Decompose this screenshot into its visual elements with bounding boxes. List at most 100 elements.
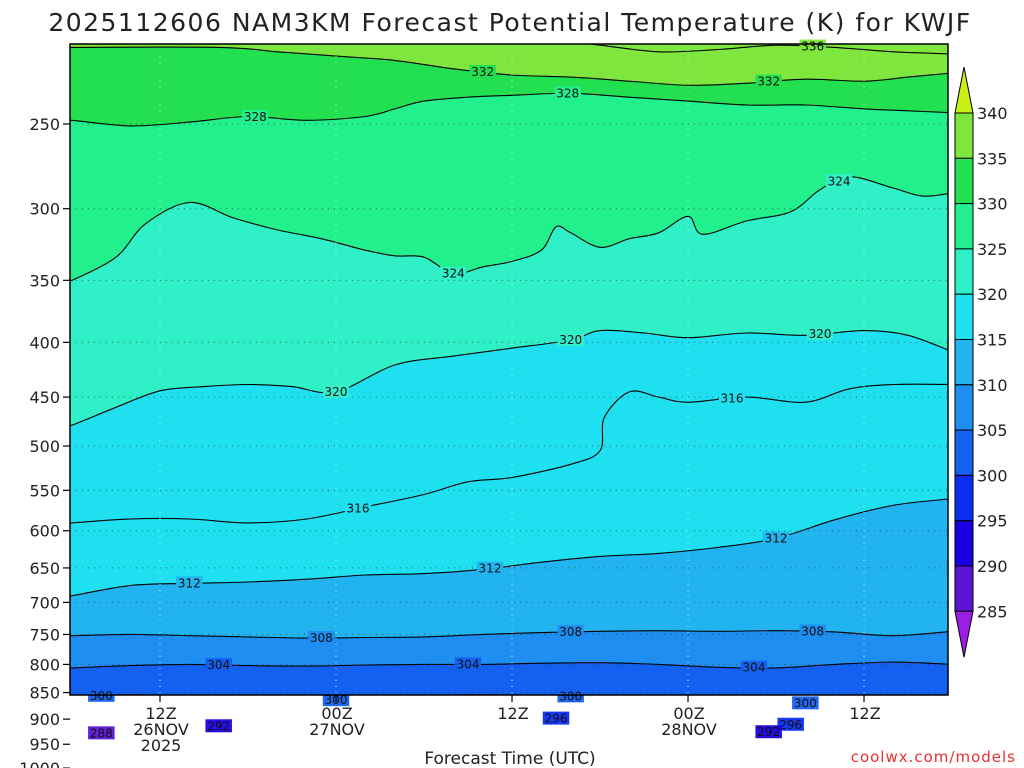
contour-label-text: 312 bbox=[479, 561, 502, 575]
y-tick-label: 850 bbox=[29, 684, 60, 703]
y-tick-label: 550 bbox=[29, 481, 60, 500]
y-tick-label: 650 bbox=[29, 559, 60, 578]
contour-label-text: 296 bbox=[779, 718, 802, 732]
contour-316 bbox=[70, 383, 948, 524]
y-tick-label: 900 bbox=[29, 710, 60, 729]
contour-labels: 336 332 332 328 328 324 324 320 320 320 316 316 312 3… bbox=[88, 39, 853, 740]
colorbar-label: 295 bbox=[977, 512, 1008, 531]
contour-label-text: 336 bbox=[801, 40, 824, 54]
y-tick-label: 750 bbox=[29, 625, 60, 644]
contour-label-text: 292 bbox=[207, 719, 230, 733]
x-tick-label: 00Z bbox=[673, 704, 704, 723]
contour-label-304: 304 bbox=[205, 657, 232, 672]
contour-label-316: 316 bbox=[718, 391, 746, 405]
contour-label-text: 320 bbox=[559, 333, 582, 347]
contour-label-text: 316 bbox=[721, 391, 744, 405]
x-tick-label: 12Z bbox=[849, 704, 880, 723]
contour-label-text: 304 bbox=[743, 661, 766, 675]
contour-label-308: 308 bbox=[799, 624, 826, 638]
contour-336 bbox=[584, 44, 948, 55]
colorbar-legend: 340 335 330 325 320 315 310 305 300 295 290 285 bbox=[954, 66, 1008, 658]
colorbar-label: 305 bbox=[977, 421, 1008, 440]
contour-label-300: 300 bbox=[557, 689, 584, 703]
colorbar-top-arrow bbox=[954, 66, 974, 114]
contour-label-328: 328 bbox=[554, 86, 581, 100]
x-tick-label: 28NOV bbox=[661, 720, 717, 739]
contour-label-text: 304 bbox=[207, 658, 230, 672]
contour-label-text: 320 bbox=[809, 327, 832, 341]
contour-label-text: 300 bbox=[794, 696, 817, 710]
x-tick-label: 00Z bbox=[321, 704, 352, 723]
y-tick-label: 400 bbox=[29, 333, 60, 352]
contour-324 bbox=[70, 176, 948, 282]
colorbar-box-330 bbox=[954, 157, 974, 205]
colorbar-label: 340 bbox=[977, 104, 1008, 123]
y-tick-label: 500 bbox=[29, 437, 60, 456]
contour-label-300: 300 bbox=[792, 696, 819, 710]
contour-label-text: 324 bbox=[442, 267, 465, 281]
x-tick-label: 27NOV bbox=[309, 720, 365, 739]
contour-label-text: 332 bbox=[471, 65, 494, 79]
contour-label-320: 320 bbox=[806, 327, 834, 341]
contour-label-text: 288 bbox=[90, 726, 113, 740]
contour-label-336: 336 bbox=[799, 39, 826, 54]
contour-label-text: 308 bbox=[801, 624, 824, 638]
contour-label-text: 312 bbox=[178, 576, 201, 590]
y-tick-label: 800 bbox=[29, 655, 60, 674]
contour-292 bbox=[65, 725, 957, 732]
colorbar-label: 300 bbox=[977, 466, 1008, 485]
contour-label-304: 304 bbox=[740, 660, 768, 675]
plot-area bbox=[65, 44, 957, 735]
y-tick-label: 350 bbox=[29, 271, 60, 290]
contour-332 bbox=[70, 46, 948, 86]
colorbar-box-295 bbox=[954, 474, 974, 522]
x-axis-label: Forecast Time (UTC) bbox=[424, 749, 595, 768]
x-tick-label: 26NOV bbox=[133, 720, 189, 739]
contour-label-text: 332 bbox=[757, 75, 780, 89]
colorbar-box-305 bbox=[954, 384, 974, 431]
contour-label-text: 292 bbox=[757, 725, 780, 739]
band-below-304 bbox=[70, 662, 948, 695]
contour-label-300: 300 bbox=[88, 688, 115, 703]
y-tick-label: 450 bbox=[29, 388, 60, 407]
colorbar-box-320 bbox=[954, 248, 974, 295]
contour-label-text: 296 bbox=[545, 712, 568, 726]
y-tick-label: 700 bbox=[29, 593, 60, 612]
x-tick-label: 12Z bbox=[145, 704, 176, 723]
colorbar-box-300 bbox=[954, 429, 974, 476]
x-tick-label: 2025 bbox=[141, 736, 182, 755]
colorbar-box-310 bbox=[954, 339, 974, 386]
contour-label-316: 316 bbox=[344, 501, 372, 515]
contour-label-308: 308 bbox=[308, 630, 335, 645]
y-tick-label: 300 bbox=[29, 200, 60, 219]
contour-label-312: 312 bbox=[176, 576, 203, 590]
contour-label-text: 320 bbox=[325, 385, 348, 399]
colorbar-bottom-arrow bbox=[954, 610, 974, 658]
contour-label-332: 332 bbox=[469, 64, 496, 79]
colorbar-label: 315 bbox=[977, 331, 1008, 350]
colorbar-label: 335 bbox=[977, 149, 1008, 168]
plot-frame bbox=[69, 43, 949, 696]
colorbar-box-325 bbox=[954, 203, 974, 250]
y-tick-label: 1000 bbox=[19, 759, 60, 768]
y-tick-label: 250 bbox=[29, 115, 60, 134]
contour-label-text: 328 bbox=[556, 86, 579, 100]
contour-label-text: 308 bbox=[559, 625, 582, 639]
colorbar-label: 320 bbox=[977, 285, 1008, 304]
contour-label-332: 332 bbox=[755, 74, 782, 89]
contour-label-304: 304 bbox=[454, 657, 482, 671]
contour-label-296: 296 bbox=[777, 717, 804, 732]
contour-label-text: 316 bbox=[347, 501, 370, 515]
colorbar-label: 310 bbox=[977, 376, 1008, 395]
contour-288 bbox=[65, 733, 957, 735]
x-tick-label: 12Z bbox=[497, 704, 528, 723]
contour-label-text: 304 bbox=[457, 657, 480, 671]
contour-label-296: 296 bbox=[542, 711, 570, 726]
colorbar-label: 290 bbox=[977, 557, 1008, 576]
colorbar-box-335 bbox=[954, 112, 974, 159]
contour-label-text: 312 bbox=[765, 531, 788, 545]
colorbar-box-315 bbox=[954, 293, 974, 341]
contour-label-text: 308 bbox=[310, 631, 333, 645]
filled-temperature-bands bbox=[70, 44, 948, 695]
